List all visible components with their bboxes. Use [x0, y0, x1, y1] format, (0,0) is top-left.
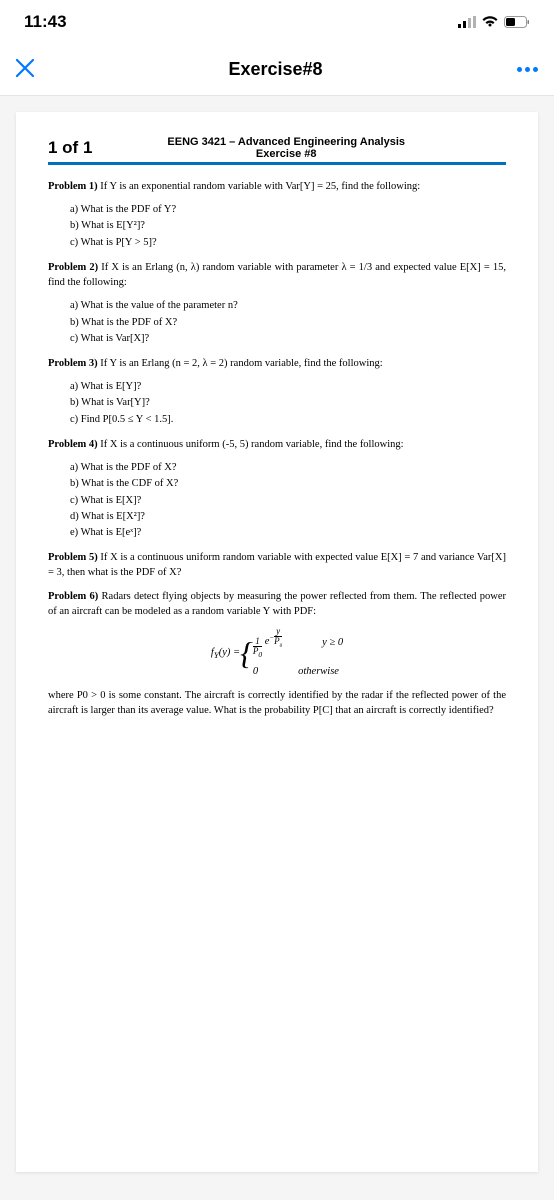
p5-text: If X is a continuous uniform random vari… — [48, 552, 506, 578]
formula-case1-val: 1P0 e−yP0 — [253, 627, 282, 658]
status-time: 11:43 — [24, 12, 67, 32]
p3-lead: Problem 3) — [48, 358, 98, 369]
p4-lead: Problem 4) — [48, 439, 98, 450]
p1-list: a) What is the PDF of Y? b) What is E[Y²… — [48, 202, 506, 250]
course-line1: EENG 3421 – Advanced Engineering Analysi… — [66, 136, 506, 148]
problem-5: Problem 5) If X is a continuous uniform … — [48, 550, 506, 580]
close-button[interactable] — [16, 57, 34, 83]
more-button[interactable] — [517, 67, 538, 72]
p3-b: b) What is Var[Y]? — [70, 395, 506, 410]
p1-a: a) What is the PDF of Y? — [70, 202, 506, 217]
course-line2: Exercise #8 — [66, 148, 506, 160]
p6-followup: where P0 > 0 is some constant. The aircr… — [48, 688, 506, 718]
p4-e: e) What is E[eˣ]? — [70, 525, 506, 540]
formula-case2-cond: otherwise — [298, 664, 339, 679]
status-icons — [458, 16, 530, 28]
p2-list: a) What is the value of the parameter n?… — [48, 298, 506, 346]
status-bar: 11:43 — [0, 0, 554, 44]
doc-header: 1 of 1 EENG 3421 – Advanced Engineering … — [48, 136, 506, 160]
problem-4: Problem 4) If X is a continuous uniform … — [48, 437, 506, 452]
p3-list: a) What is E[Y]? b) What is Var[Y]? c) F… — [48, 379, 506, 427]
battery-icon — [504, 16, 530, 28]
p1-lead: Problem 1) — [48, 181, 98, 192]
nav-title: Exercise#8 — [228, 59, 322, 80]
p4-text: If X is a continuous uniform (-5, 5) ran… — [98, 439, 404, 450]
p1-b: b) What is E[Y²]? — [70, 218, 506, 233]
document-page[interactable]: 1 of 1 EENG 3421 – Advanced Engineering … — [16, 112, 538, 1172]
formula-lhs: fY(y) = — [211, 645, 240, 662]
problem-6: Problem 6) Radars detect flying objects … — [48, 589, 506, 619]
p1-c: c) What is P[Y > 5]? — [70, 235, 506, 250]
p2-text: If X is an Erlang (n, λ) random variable… — [48, 262, 506, 288]
wifi-icon — [482, 16, 498, 28]
p2-lead: Problem 2) — [48, 262, 98, 273]
p6-text: Radars detect flying objects by measurin… — [48, 591, 506, 617]
problem-2: Problem 2) If X is an Erlang (n, λ) rand… — [48, 260, 506, 290]
formula-case2-val: 0 — [253, 664, 258, 679]
p2-a: a) What is the value of the parameter n? — [70, 298, 506, 313]
cellular-icon — [458, 16, 476, 28]
p2-b: b) What is the PDF of X? — [70, 315, 506, 330]
course-title: EENG 3421 – Advanced Engineering Analysi… — [66, 136, 506, 160]
p6-lead: Problem 6) — [48, 591, 98, 602]
p3-text: If Y is an Erlang (n = 2, λ = 2) random … — [98, 358, 383, 369]
nav-bar: Exercise#8 — [0, 44, 554, 96]
p3-c: c) Find P[0.5 ≤ Y < 1.5]. — [70, 412, 506, 427]
problem-3: Problem 3) If Y is an Erlang (n = 2, λ =… — [48, 356, 506, 371]
problem-1: Problem 1) If Y is an exponential random… — [48, 179, 506, 194]
p3-a: a) What is E[Y]? — [70, 379, 506, 394]
p1-text: If Y is an exponential random variable w… — [98, 181, 421, 192]
p4-list: a) What is the PDF of X? b) What is the … — [48, 460, 506, 540]
p5-lead: Problem 5) — [48, 552, 98, 563]
p4-a: a) What is the PDF of X? — [70, 460, 506, 475]
p4-b: b) What is the CDF of X? — [70, 476, 506, 491]
pdf-formula: fY(y) = { 1P0 e−yP0 y ≥ 0 0 otherwise — [48, 627, 506, 680]
p4-c: c) What is E[X]? — [70, 493, 506, 508]
formula-case1-cond: y ≥ 0 — [322, 635, 343, 650]
p2-c: c) What is Var[X]? — [70, 331, 506, 346]
p4-d: d) What is E[X²]? — [70, 509, 506, 524]
doc-content: Problem 1) If Y is an exponential random… — [48, 179, 506, 718]
header-divider — [48, 162, 506, 165]
